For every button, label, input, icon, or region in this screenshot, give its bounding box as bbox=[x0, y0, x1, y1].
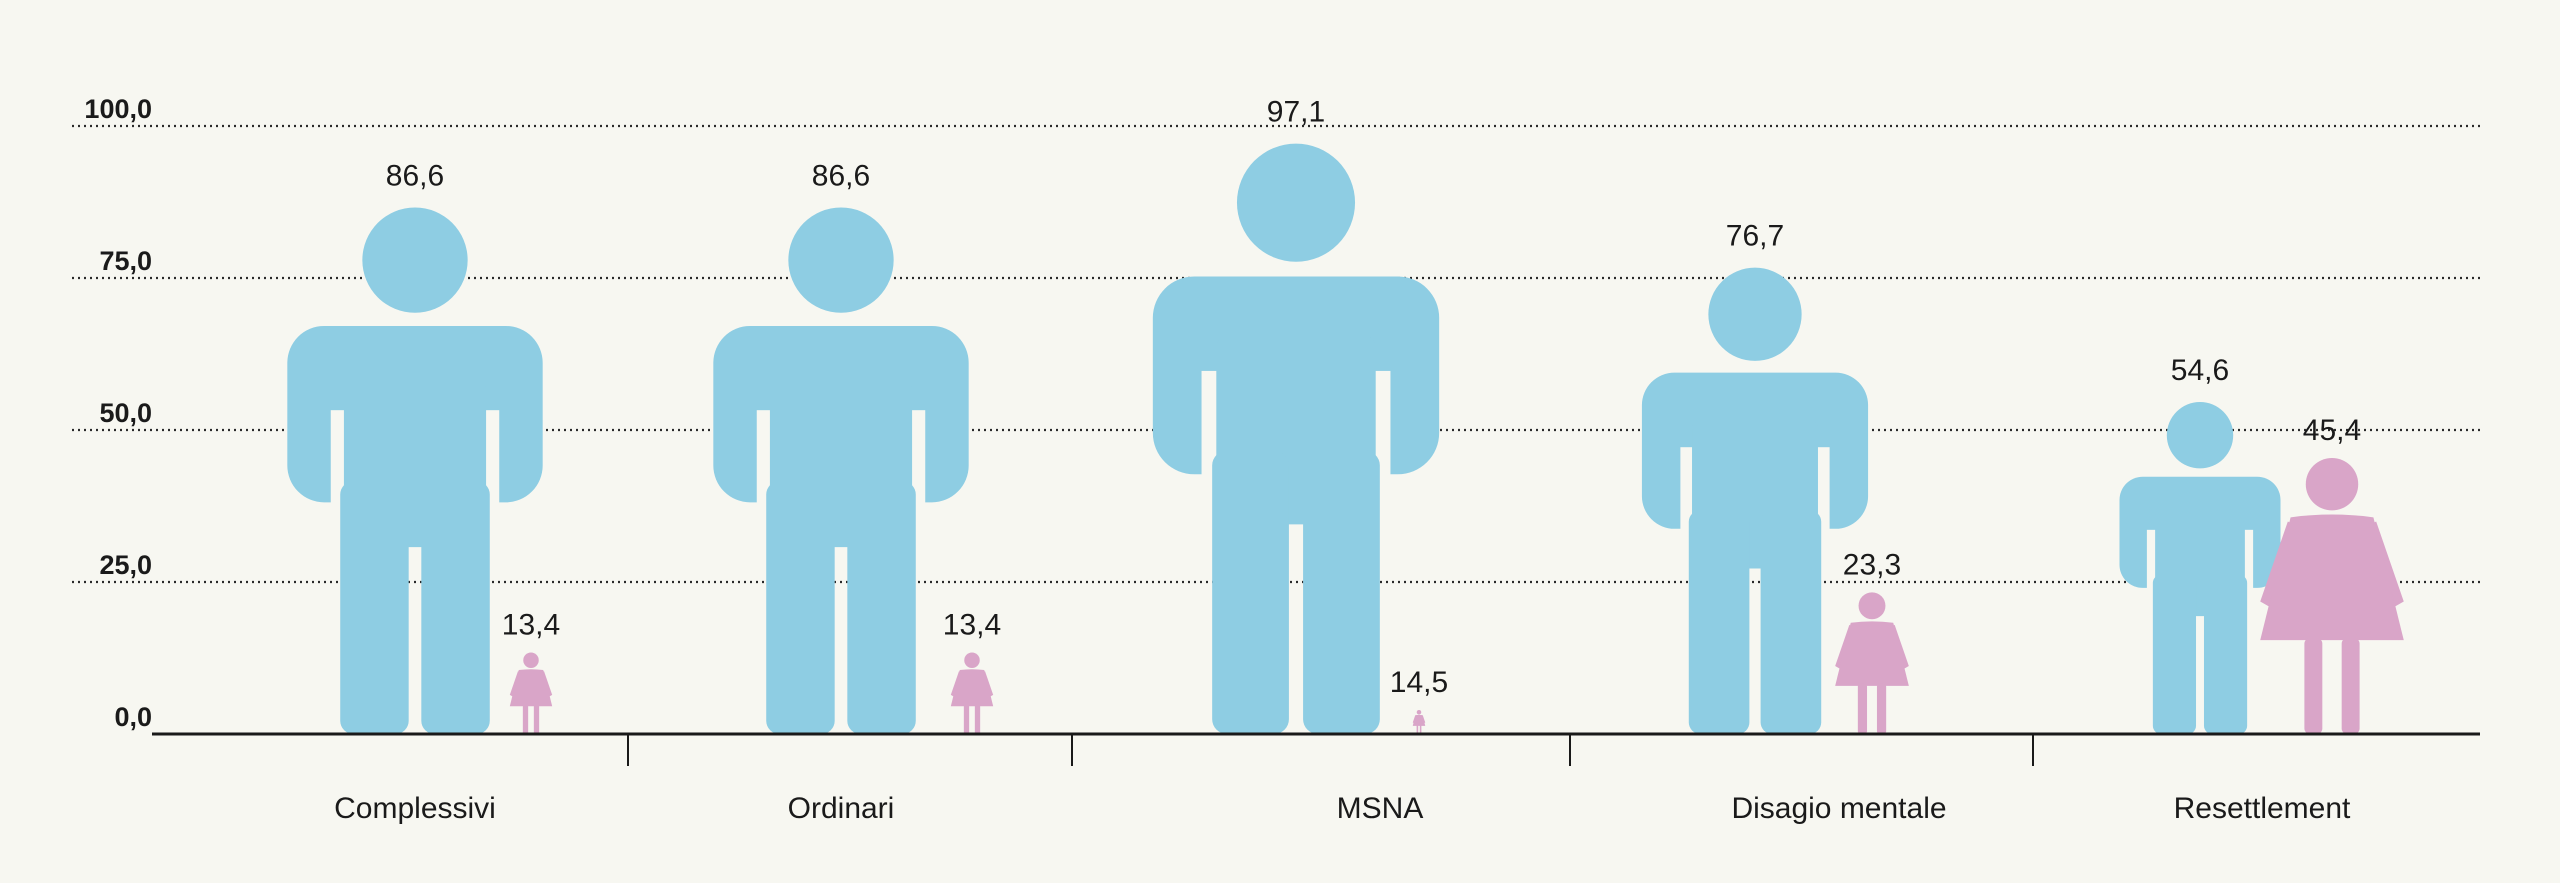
y-tick-label: 100,0 bbox=[84, 94, 152, 124]
y-tick-label: 50,0 bbox=[99, 398, 152, 428]
data-labels: 86,6 13,4 86,6 13,4 97,1 14,5 76,7 23,3 54,6 45,4 bbox=[386, 96, 2361, 699]
category-labels: Complessivi Ordinari MSNA Disagio mentale Re… bbox=[334, 792, 2351, 825]
male-figure-icon bbox=[287, 207, 543, 734]
category-label: MSNA bbox=[1337, 792, 1424, 825]
female-figure-icon bbox=[1835, 592, 1909, 734]
female-figure-icon bbox=[509, 652, 553, 734]
female-value-label: 23,3 bbox=[1843, 548, 1901, 581]
male-figure-icon bbox=[713, 207, 969, 734]
male-value-label: 86,6 bbox=[386, 159, 444, 192]
female-value-label: 14,5 bbox=[1390, 666, 1448, 699]
male-figure-icon bbox=[1641, 267, 1869, 734]
y-tick-label: 0,0 bbox=[114, 702, 152, 732]
male-value-label: 76,7 bbox=[1726, 220, 1784, 253]
x-axis bbox=[152, 732, 2480, 766]
category-label: Complessivi bbox=[334, 792, 496, 825]
y-axis-ticks: 0,0 25,0 50,0 75,0 100,0 bbox=[84, 94, 152, 732]
category-label: Ordinari bbox=[788, 792, 895, 825]
figures bbox=[287, 143, 2404, 734]
female-figure-icon bbox=[950, 652, 994, 734]
male-figure-icon bbox=[1152, 143, 1440, 734]
male-figure-icon bbox=[2119, 402, 2281, 734]
male-value-label: 54,6 bbox=[2171, 354, 2229, 387]
female-figure-icon bbox=[2260, 457, 2404, 734]
male-value-label: 97,1 bbox=[1267, 96, 1325, 129]
category-label: Disagio mentale bbox=[1731, 792, 1946, 825]
y-tick-label: 75,0 bbox=[99, 246, 152, 276]
y-tick-label: 25,0 bbox=[99, 550, 152, 580]
female-figure-icon bbox=[1412, 710, 1426, 734]
female-value-label: 13,4 bbox=[502, 609, 560, 642]
male-value-label: 86,6 bbox=[812, 159, 870, 192]
female-value-label: 45,4 bbox=[2303, 414, 2361, 447]
category-label: Resettlement bbox=[2174, 792, 2351, 825]
female-value-label: 13,4 bbox=[943, 609, 1001, 642]
